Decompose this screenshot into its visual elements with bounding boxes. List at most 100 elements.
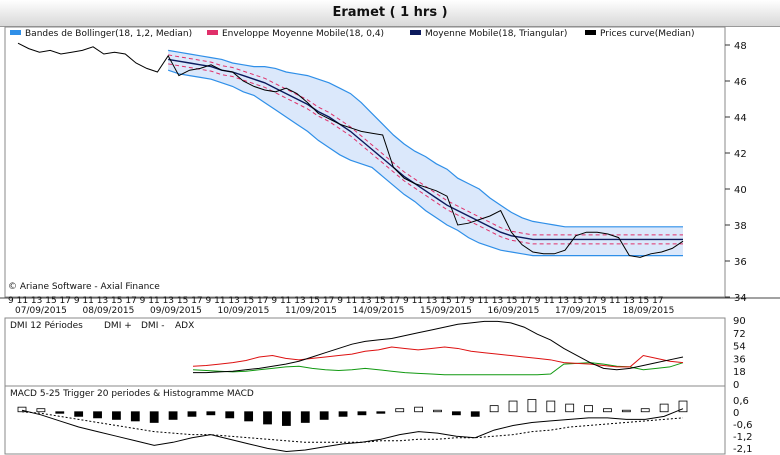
macd-panel-frame: [4, 385, 726, 455]
trigger-line: [21, 411, 684, 443]
macd-hist-bar-6: [130, 411, 140, 422]
x-date-label-3: 10/09/2015: [218, 306, 270, 316]
envelope-lower-line: [168, 63, 683, 245]
x-date-label-0: 07/09/2015: [15, 306, 67, 316]
macd-hist-bar-28: [546, 400, 556, 413]
macd-hist-bar-21: [414, 406, 424, 413]
macd-hist-bar-4: [93, 411, 102, 419]
legend-label-3: Prices curve(Median): [600, 29, 694, 39]
macd-ytick-label-4: -2,1: [733, 444, 753, 455]
price-ytick-label-7: 48: [734, 41, 747, 52]
macd-hist-bar-13: [263, 411, 272, 425]
copyright-text: © Ariane Software - Axial Finance: [8, 282, 160, 292]
macd-y-axis: 0,60-0,6-1,2-2,1: [733, 396, 753, 455]
dmi-legend-label-1: DMI -: [141, 321, 164, 331]
bollinger-band-fill: [168, 50, 684, 256]
macd-hist-bar-7: [149, 411, 159, 423]
price-ytick-label-3: 40: [734, 185, 747, 196]
x-date-label-5: 14/09/2015: [353, 306, 405, 316]
price-ytick-label-6: 46: [734, 77, 747, 88]
dmi-ytick-label-1: 72: [733, 329, 746, 340]
macd-hist-bar-3: [74, 411, 84, 417]
macd-hist-bar-29: [565, 403, 575, 413]
legend-label-2: Moyenne Mobile(18, Triangular): [425, 29, 567, 39]
macd-hist-bar-18: [357, 411, 367, 416]
price-ytick-label-5: 44: [734, 113, 747, 124]
price-ytick-label-1: 36: [734, 257, 747, 268]
macd-hist-bar-24: [470, 411, 480, 417]
macd-title: MACD 5-25 Trigger 20 periodes & Histogra…: [10, 389, 254, 399]
price-ytick-label-4: 42: [734, 149, 747, 160]
triangular-ma-line: [168, 58, 683, 241]
dmi-ytick-label-3: 36: [733, 354, 746, 365]
x-date-label-1: 08/09/2015: [83, 306, 135, 316]
x-date-label-2: 09/09/2015: [150, 306, 202, 316]
dmi-plot: [192, 320, 684, 376]
dmi-legend-label-2: ADX: [175, 321, 194, 331]
dmi-legend: DMI + DMI - ADX: [104, 321, 194, 331]
price-y-axis: 34 36 38 40 42 44 46 48: [725, 41, 747, 304]
bollinger-upper-line: [168, 49, 683, 228]
dmi-ytick-label-0: 90: [733, 316, 746, 327]
legend-swatch-1: [207, 30, 218, 35]
macd-hist-bar-15: [300, 411, 310, 423]
macd-hist-bar-27: [527, 399, 537, 413]
dmi-title: DMI 12 Périodes: [10, 320, 83, 331]
dmi-series-line-1: [192, 346, 684, 368]
price-plot: [17, 42, 684, 258]
x-date-label-9: 18/09/2015: [623, 306, 675, 316]
macd-hist-bar-32: [621, 409, 631, 413]
dmi-ytick-label-5: 0: [733, 380, 739, 391]
price-ytick-label-2: 38: [734, 221, 747, 232]
macd-hist-bar-16: [319, 411, 329, 420]
macd-hist-bar-1: [36, 408, 46, 413]
macd-plot: [17, 399, 688, 452]
macd-ytick-label-0: 0,6: [733, 396, 749, 407]
macd-hist-bar-34: [659, 403, 669, 413]
macd-hist-bar-10: [206, 411, 216, 416]
macd-ytick-label-2: -0,6: [733, 420, 753, 431]
legend-swatch-2: [410, 30, 421, 35]
legend-label-1: Enveloppe Moyenne Mobile(18, 0,4): [222, 29, 384, 39]
macd-hist-bar-22: [433, 409, 442, 413]
macd-hist-bar-30: [584, 405, 593, 413]
x-date-label-7: 16/09/2015: [488, 306, 540, 316]
macd-hist-bar-25: [489, 405, 499, 413]
macd-hist-bar-2: [55, 411, 65, 414]
bollinger-lower-line: [167, 69, 683, 257]
macd-hist-bar-9: [187, 411, 197, 417]
macd-hist-bar-23: [451, 411, 461, 416]
macd-hist-bar-31: [603, 408, 612, 413]
x-date-label-4: 11/09/2015: [285, 306, 337, 316]
macd-hist-bar-17: [338, 411, 348, 417]
price-ytick-label-0: 34: [734, 293, 747, 304]
dmi-series-line-0: [192, 362, 684, 376]
macd-hist-bar-26: [508, 400, 518, 413]
price-legend: Bandes de Bollinger(18, 1,2, Median) Enve…: [10, 29, 694, 39]
macd-line: [21, 408, 684, 452]
prices-curve-line: [17, 42, 684, 258]
price-panel-frame: [4, 26, 726, 298]
macd-hist-bar-14: [281, 411, 291, 426]
dmi-ytick-label-2: 54: [733, 342, 746, 353]
macd-hist-bar-20: [395, 408, 405, 413]
dmi-legend-label-0: DMI +: [104, 321, 132, 331]
dmi-ytick-label-4: 18: [733, 367, 746, 378]
macd-ytick-label-1: 0: [733, 408, 739, 419]
macd-ytick-label-3: -1,2: [733, 432, 753, 443]
macd-hist-bar-11: [225, 411, 235, 419]
x-date-labels: 07/09/2015 08/09/2015 09/09/2015 10/09/2015…: [15, 306, 674, 316]
macd-hist-bar-35: [678, 400, 688, 413]
envelope-upper-line: [168, 54, 683, 236]
dmi-series-line-2: [193, 320, 684, 374]
legend-swatch-3: [585, 30, 596, 35]
macd-hist-bar-8: [168, 411, 178, 420]
macd-hist-bar-19: [376, 411, 386, 414]
legend-swatch-0: [10, 30, 21, 35]
macd-hist-bar-5: [112, 411, 121, 420]
x-date-label-6: 15/09/2015: [420, 306, 472, 316]
x-date-label-8: 17/09/2015: [555, 306, 607, 316]
legend-label-0: Bandes de Bollinger(18, 1,2, Median): [25, 29, 192, 39]
